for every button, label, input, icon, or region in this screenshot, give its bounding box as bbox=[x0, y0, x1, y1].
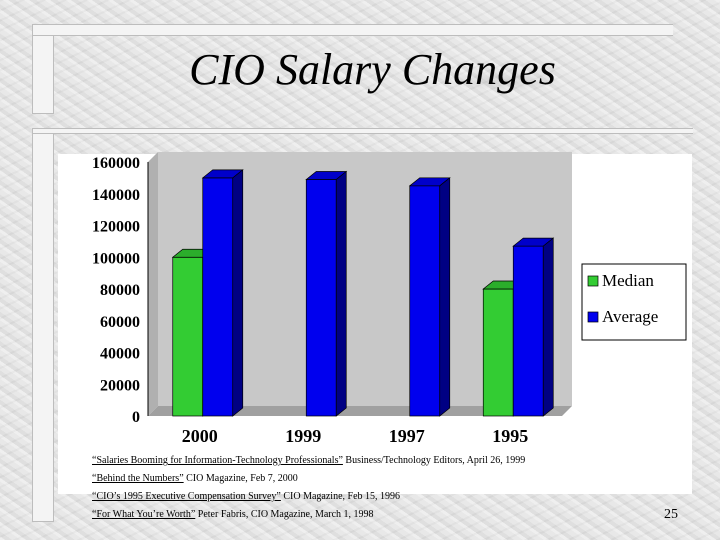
decor-bar-mid-horizontal bbox=[32, 128, 693, 134]
plot-area bbox=[147, 152, 572, 417]
x-tick-label: 1997 bbox=[389, 426, 425, 446]
reference-item: “Behind the Numbers” CIO Magazine, Feb 7… bbox=[92, 472, 652, 490]
reference-title: “CIO’s 1995 Executive Compensation Surve… bbox=[92, 491, 281, 502]
references: “Salaries Booming for Information-Techno… bbox=[92, 454, 652, 526]
y-axis: 0 20000 40000 60000 80000 100000 120000 140000 1… bbox=[92, 155, 140, 426]
reference-item: “For What You’re Worth” Peter Fabris, CI… bbox=[92, 508, 652, 526]
y-tick-label: 100000 bbox=[92, 250, 140, 267]
bar-average-1995 bbox=[512, 237, 555, 417]
decor-bar-top-horizontal bbox=[32, 24, 673, 36]
y-tick-label: 140000 bbox=[92, 187, 140, 204]
reference-title: “Behind the Numbers” bbox=[92, 473, 184, 484]
x-tick-label: 1999 bbox=[285, 426, 321, 446]
reference-title: “For What You’re Worth” bbox=[92, 509, 196, 520]
y-tick-label: 160000 bbox=[92, 155, 140, 172]
bar-average-2000 bbox=[201, 169, 244, 417]
reference-title: “Salaries Booming for Information-Techno… bbox=[92, 455, 343, 466]
legend-label-median: Median bbox=[602, 271, 654, 290]
y-tick-label: 0 bbox=[132, 409, 140, 426]
reference-source: Peter Fabris, CIO Magazine, March 1, 199… bbox=[195, 509, 374, 520]
legend-swatch-average bbox=[587, 311, 599, 323]
reference-source: Business/Technology Editors, April 26, 1… bbox=[342, 455, 526, 466]
page-number: 25 bbox=[664, 507, 678, 522]
reference-item: “CIO’s 1995 Executive Compensation Surve… bbox=[92, 490, 652, 508]
plot-back-wall bbox=[158, 152, 572, 406]
x-tick-label: 1995 bbox=[492, 426, 528, 446]
bar-average-1999 bbox=[305, 170, 348, 417]
y-tick-label: 40000 bbox=[100, 346, 140, 363]
slide-title: CIO Salary Changes bbox=[189, 45, 556, 94]
plot-floor bbox=[148, 406, 572, 416]
legend: Median Average bbox=[581, 263, 687, 341]
reference-item: “Salaries Booming for Information-Techno… bbox=[92, 454, 652, 472]
reference-source: CIO Magazine, Feb 15, 1996 bbox=[280, 491, 401, 502]
y-tick-label: 20000 bbox=[100, 377, 140, 394]
y-tick-label: 120000 bbox=[92, 219, 140, 236]
x-axis: 2000 1999 1997 1995 bbox=[182, 426, 529, 446]
reference-source: CIO Magazine, Feb 7, 2000 bbox=[183, 473, 298, 484]
legend-label-average: Average bbox=[602, 307, 658, 326]
bar-average-1997 bbox=[408, 177, 451, 417]
y-tick-label: 60000 bbox=[100, 314, 140, 331]
y-tick-label: 80000 bbox=[100, 282, 140, 299]
legend-swatch-median bbox=[587, 275, 599, 287]
x-tick-label: 2000 bbox=[182, 426, 218, 446]
legend-box bbox=[581, 263, 687, 341]
plot-side-wall bbox=[148, 152, 158, 416]
